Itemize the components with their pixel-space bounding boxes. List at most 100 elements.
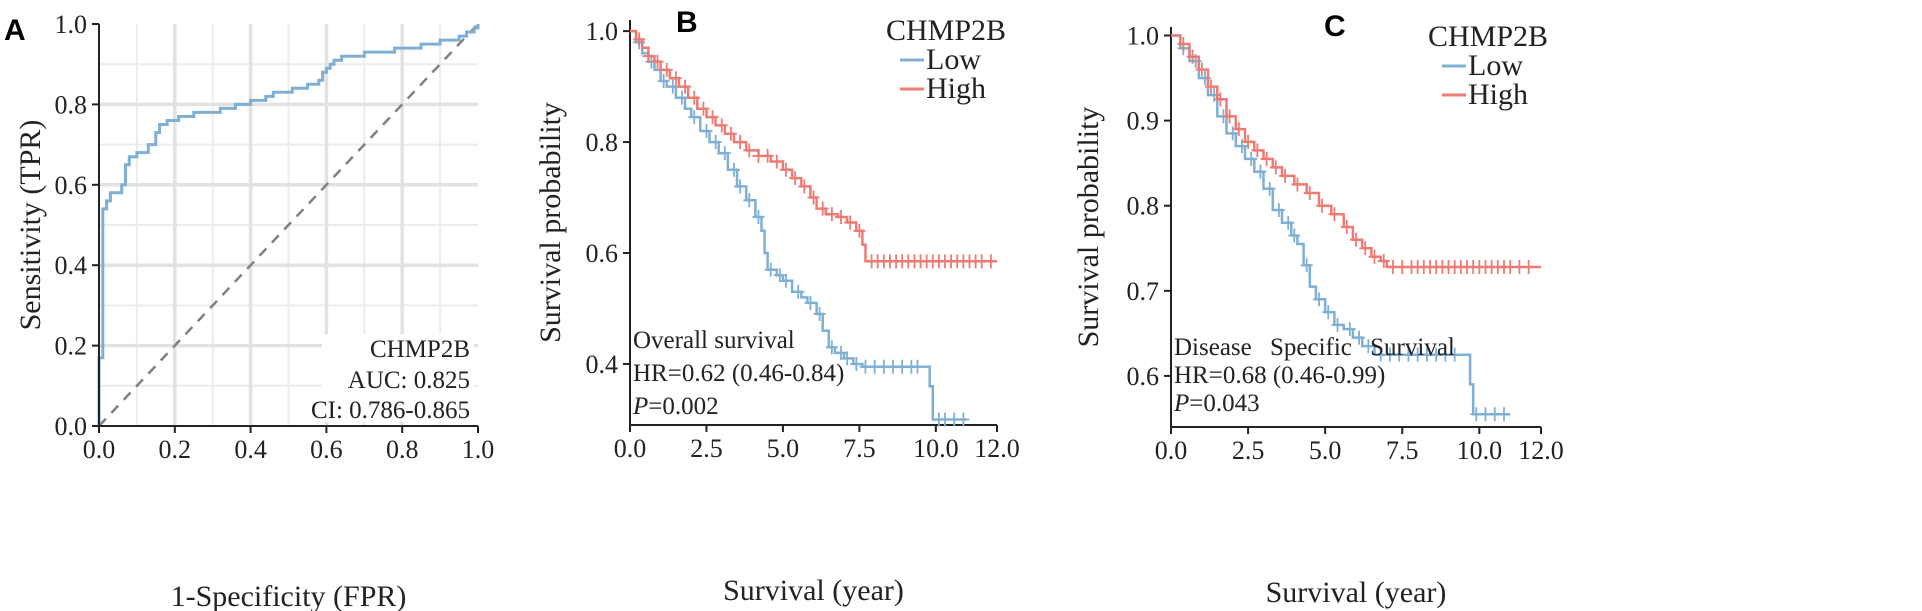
censor-mark-low — [1263, 181, 1276, 196]
censor-mark-low — [813, 307, 826, 322]
censor-mark-high — [835, 209, 848, 224]
y-tick-label: 0.6 — [55, 171, 88, 200]
censor-mark-high — [669, 71, 682, 86]
x-axis-title: 1-Specificity (FPR) — [171, 580, 407, 611]
p-symbol: P — [632, 393, 648, 420]
censor-mark-high — [798, 179, 811, 194]
annotation-box — [322, 334, 474, 422]
censor-mark-high — [1242, 134, 1255, 149]
annotation-gene: CHMP2B — [370, 336, 470, 363]
x-tick-label: 12.0 — [1518, 436, 1564, 465]
panel-label-b: B — [676, 6, 698, 39]
censor-mark-high — [1232, 122, 1245, 137]
x-tick-label: 5.0 — [767, 434, 800, 463]
y-tick-label: 0.6 — [586, 239, 619, 268]
censor-mark-low — [675, 90, 688, 105]
y-tick-label: 0.8 — [55, 90, 88, 119]
censor-mark-high — [679, 79, 692, 94]
censor-mark-low — [804, 295, 817, 310]
censor-mark-low — [1300, 258, 1313, 273]
censor-mark-high — [1214, 92, 1227, 107]
annotation-ci: CI: 0.786-0.865 — [311, 397, 470, 424]
p-number: =0.043 — [1189, 390, 1259, 417]
overall-survival-panel: 0.4 0.6 0.8 1.0 0.0 2.5 5.0 7.5 10.0 12.0 Survival… — [534, 14, 1020, 607]
x-tick-label: 10.0 — [1457, 436, 1503, 465]
censor-mark-high — [1303, 185, 1316, 200]
censor-mark-low — [1254, 164, 1267, 179]
censor-mark-high — [1291, 177, 1304, 192]
censor-mark-low — [825, 340, 838, 355]
censor-mark-high — [807, 190, 820, 205]
panel-label-a: A — [4, 14, 26, 47]
censor-mark-low — [1322, 305, 1335, 320]
legend-label-low: Low — [926, 43, 981, 76]
censor-mark-high — [688, 90, 701, 105]
censor-mark-high — [1522, 260, 1535, 274]
censor-mark-high — [706, 110, 719, 125]
censor-mark-low — [792, 284, 805, 299]
censor-mark-high — [1205, 79, 1218, 94]
censor-mark-low — [1498, 407, 1510, 422]
censor-mark-high — [1377, 254, 1390, 269]
annotation-title: Disease Specific Survival — [1174, 334, 1455, 361]
censor-mark-high — [1328, 207, 1341, 222]
censor-mark-low — [1288, 228, 1301, 243]
y-tick-label: 0.8 — [1127, 192, 1160, 221]
y-tick-label: 1.0 — [1127, 22, 1160, 51]
censor-mark-high — [1195, 62, 1208, 77]
y-axis-title: Survival probability — [1072, 107, 1105, 348]
annotation-title: Overall survival — [633, 327, 795, 354]
censor-mark-high — [1269, 160, 1282, 175]
censor-mark-low — [850, 356, 863, 371]
censor-mark-high — [642, 49, 655, 64]
censor-mark-high — [1251, 143, 1264, 158]
censor-mark-high — [1368, 249, 1381, 264]
censor-mark-low — [1245, 151, 1258, 166]
censor-mark-high — [734, 135, 747, 150]
censor-mark-high — [633, 32, 646, 47]
y-tick-label: 0.0 — [55, 412, 88, 441]
censor-mark-high — [984, 254, 997, 269]
x-tick-label: 0.0 — [1155, 436, 1188, 465]
censor-mark-high — [789, 171, 802, 186]
x-tick-label: 2.5 — [690, 434, 723, 463]
x-tick-label: 12.0 — [974, 434, 1020, 463]
censor-mark-high — [816, 201, 829, 216]
x-tick-label: 7.5 — [1386, 436, 1419, 465]
y-axis-title: Survival probability — [534, 102, 567, 343]
y-tick-label: 1.0 — [586, 17, 619, 46]
censor-mark-low — [1353, 330, 1366, 345]
roc-panel: 0.0 0.2 0.4 0.6 0.8 1.0 0.0 0.2 0.4 0.6 0.8 1.0 1-Sp… — [14, 10, 494, 611]
censor-mark-high — [1316, 198, 1329, 213]
censor-mark-high — [1359, 241, 1372, 256]
censor-mark-low — [657, 74, 670, 89]
x-tick-label: 0.0 — [614, 434, 647, 463]
censor-mark-low — [734, 179, 747, 194]
legend-title: CHMP2B — [886, 14, 1006, 47]
annotation-auc: AUC: 0.825 — [348, 367, 470, 394]
y-tick-label: 0.6 — [1127, 362, 1160, 391]
censor-mark-low — [1282, 215, 1295, 230]
x-tick-label: 7.5 — [843, 434, 876, 463]
y-tick-label: 0.7 — [1127, 277, 1160, 306]
censor-mark-high — [1279, 168, 1292, 183]
censor-mark-low — [743, 193, 756, 208]
censor-mark-high — [844, 215, 857, 230]
x-tick-label: 2.5 — [1232, 436, 1265, 465]
y-tick-label: 1.0 — [55, 10, 88, 39]
censor-mark-low — [727, 162, 740, 177]
censor-mark-high — [825, 207, 838, 222]
x-tick-label: 0.2 — [159, 435, 192, 464]
p-number: =0.002 — [648, 393, 718, 420]
y-tick-label: 0.8 — [586, 128, 619, 157]
y-tick-label: 0.2 — [55, 332, 88, 361]
x-tick-label: 0.6 — [310, 435, 343, 464]
x-tick-label: 0.0 — [83, 435, 116, 464]
legend-label-low: Low — [1468, 49, 1523, 82]
disease-specific-survival-panel: 0.6 0.7 0.8 0.9 1.0 0.0 2.5 5.0 7.5 10.0 12.0 Survi… — [1072, 20, 1564, 609]
legend-label-high: High — [1468, 78, 1528, 111]
censor-mark-high — [715, 118, 728, 133]
censor-mark-low — [779, 273, 792, 288]
censor-mark-low — [1331, 317, 1344, 332]
